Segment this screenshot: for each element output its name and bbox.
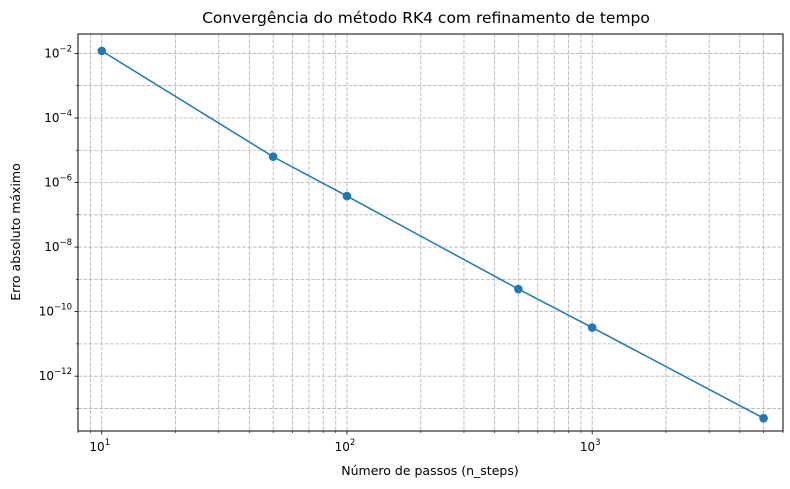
x-tick-label: 102 [335, 438, 356, 454]
data-point [97, 46, 107, 56]
data-point [587, 323, 597, 332]
chart-title: Convergência do método RK4 com refinamen… [202, 9, 650, 27]
y-tick-label: 10−12 [39, 367, 72, 383]
data-point [514, 284, 523, 294]
x-axis-label: Número de passos (n_steps) [341, 463, 518, 478]
y-tick-label: 10−6 [44, 174, 72, 190]
series-group [97, 46, 768, 423]
x-tick-label: 101 [89, 438, 110, 454]
data-point [759, 413, 768, 423]
series-line [101, 50, 764, 419]
y-axis-ticks: 10−2 10−4 10−6 10−8 10−10 10−12 [39, 44, 78, 409]
y-tick-label: 10−10 [39, 303, 72, 319]
x-tick-label: 103 [580, 438, 601, 454]
y-axis-label: Erro absoluto máximo [8, 163, 23, 301]
grid-lines [77, 34, 784, 431]
y-tick-label: 10−8 [44, 238, 72, 254]
y-tick-label: 10−4 [44, 109, 72, 125]
plot-frame [77, 33, 784, 432]
data-point [342, 191, 352, 201]
x-axis-ticks: 101 102 103 [77, 431, 784, 454]
y-tick-label: 10−2 [44, 44, 72, 60]
data-point [268, 152, 278, 162]
